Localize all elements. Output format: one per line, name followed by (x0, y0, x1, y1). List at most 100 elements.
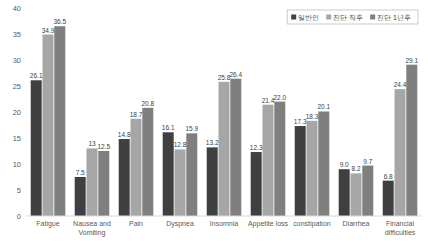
y-tick-label: 0 (17, 212, 21, 221)
y-tick-label: 5 (17, 186, 21, 195)
data-label: 29.1 (405, 57, 418, 64)
x-tick-label: Dyspnea (166, 220, 194, 228)
bar (362, 166, 373, 216)
x-tick-label-line: Pain (129, 220, 143, 227)
data-label: 12.3 (250, 144, 263, 151)
y-tick-label: 35 (13, 30, 21, 39)
x-tick-label-line: Appetite loss (248, 220, 289, 228)
data-label: 20.1 (317, 103, 330, 110)
y-tick (24, 112, 26, 113)
bars (31, 26, 418, 216)
data-label: 6.8 (384, 173, 393, 180)
y-tick-label: 15 (13, 134, 21, 143)
data-label: 8.2 (351, 165, 360, 172)
x-tick-label: Nausea and Vomiting (73, 220, 111, 237)
data-label: 12.5 (97, 143, 110, 150)
data-label: 14.8 (118, 131, 131, 138)
y-tick (24, 60, 26, 61)
legend: 일반인 진단 직후 진단 1년후 (287, 10, 418, 24)
bar (351, 173, 362, 216)
x-tick-label: Appetite loss (248, 220, 289, 228)
y-tick (24, 34, 26, 35)
bar (98, 151, 109, 216)
y-tick-label: 40 (13, 4, 21, 13)
x-tick-label: Pain (129, 220, 143, 227)
legend-label: 진단 1년후 (377, 14, 411, 21)
bar (31, 80, 42, 216)
y-tick (24, 190, 26, 191)
data-label: 20.8 (141, 100, 154, 107)
data-label: 26.4 (229, 71, 242, 78)
legend-swatch (326, 15, 331, 20)
bar (406, 65, 417, 216)
data-labels: 26.17.514.816.113.212.317.39.06.834.9131… (30, 18, 419, 179)
y-tick-label: 25 (13, 82, 21, 91)
y-tick-label: 10 (13, 160, 21, 169)
x-axis (26, 216, 422, 217)
bar (142, 108, 153, 216)
bar (87, 148, 98, 216)
data-label: 18.7 (130, 111, 143, 118)
y-tick (24, 138, 26, 139)
bar (219, 82, 230, 216)
data-label: 36.5 (53, 18, 66, 25)
legend-label: 진단 직후 (333, 14, 363, 22)
data-label: 7.5 (76, 169, 85, 176)
bar (251, 152, 262, 216)
x-tick-label-line: Dyspnea (166, 220, 194, 228)
data-label: 26.1 (30, 72, 43, 79)
bar (230, 79, 241, 216)
bar (295, 126, 306, 216)
bar (54, 26, 65, 216)
bar (383, 181, 394, 216)
bar (263, 105, 274, 216)
x-tick-label: Insomnia (210, 220, 239, 227)
data-label: 34.9 (42, 27, 55, 34)
data-label: 18.3 (306, 113, 319, 120)
legend-swatch (291, 15, 296, 20)
x-tick-label: Fatigue (36, 220, 59, 228)
x-tick-label: Financial difficulties (385, 220, 416, 236)
x-tick-label-line: Financial (386, 220, 414, 227)
bar (175, 149, 186, 216)
bar (131, 119, 142, 216)
y-tick (24, 8, 26, 9)
x-tick-label-line: constipation (293, 220, 330, 228)
legend-box (287, 10, 418, 24)
data-label: 9.0 (340, 161, 349, 168)
bar (119, 139, 130, 216)
y-tick-label: 30 (13, 56, 21, 65)
x-tick-label: Diarrhea (343, 220, 370, 227)
bar (274, 102, 285, 216)
bar (186, 133, 197, 216)
y-tick (24, 86, 26, 87)
x-tick-label-line: Vomiting (79, 229, 106, 237)
x-tick-label-line: difficulties (385, 229, 416, 236)
data-label: 12.8 (174, 141, 187, 148)
data-label: 9.7 (363, 158, 372, 165)
data-label: 13 (88, 140, 96, 147)
bar (163, 132, 174, 216)
data-label: 15.9 (185, 125, 198, 132)
bar (395, 89, 406, 216)
x-tick-label-line: Insomnia (210, 220, 239, 227)
bar (207, 147, 218, 216)
legend-label: 일반인 (298, 14, 319, 21)
x-tick-label: constipation (293, 220, 330, 228)
data-label: 22.0 (273, 94, 286, 101)
y-tick (24, 216, 26, 217)
data-label: 24.4 (394, 81, 407, 88)
bar (339, 169, 350, 216)
y-tick (24, 164, 26, 165)
data-label: 16.1 (162, 124, 175, 131)
bar (43, 35, 54, 216)
x-tick-label-line: Fatigue (36, 220, 59, 228)
bar (318, 111, 329, 216)
chart: 0 5 10 15 20 25 30 35 40 26.1 7.5 14.8 16.1 13.2 12.3 1… (0, 0, 428, 247)
y-tick-label: 20 (13, 108, 21, 117)
x-tick-label-line: Nausea and (73, 220, 111, 227)
data-label: 13.2 (206, 139, 219, 146)
x-tick-label-line: Diarrhea (343, 220, 370, 227)
legend-swatch (370, 15, 375, 20)
bar (75, 177, 86, 216)
